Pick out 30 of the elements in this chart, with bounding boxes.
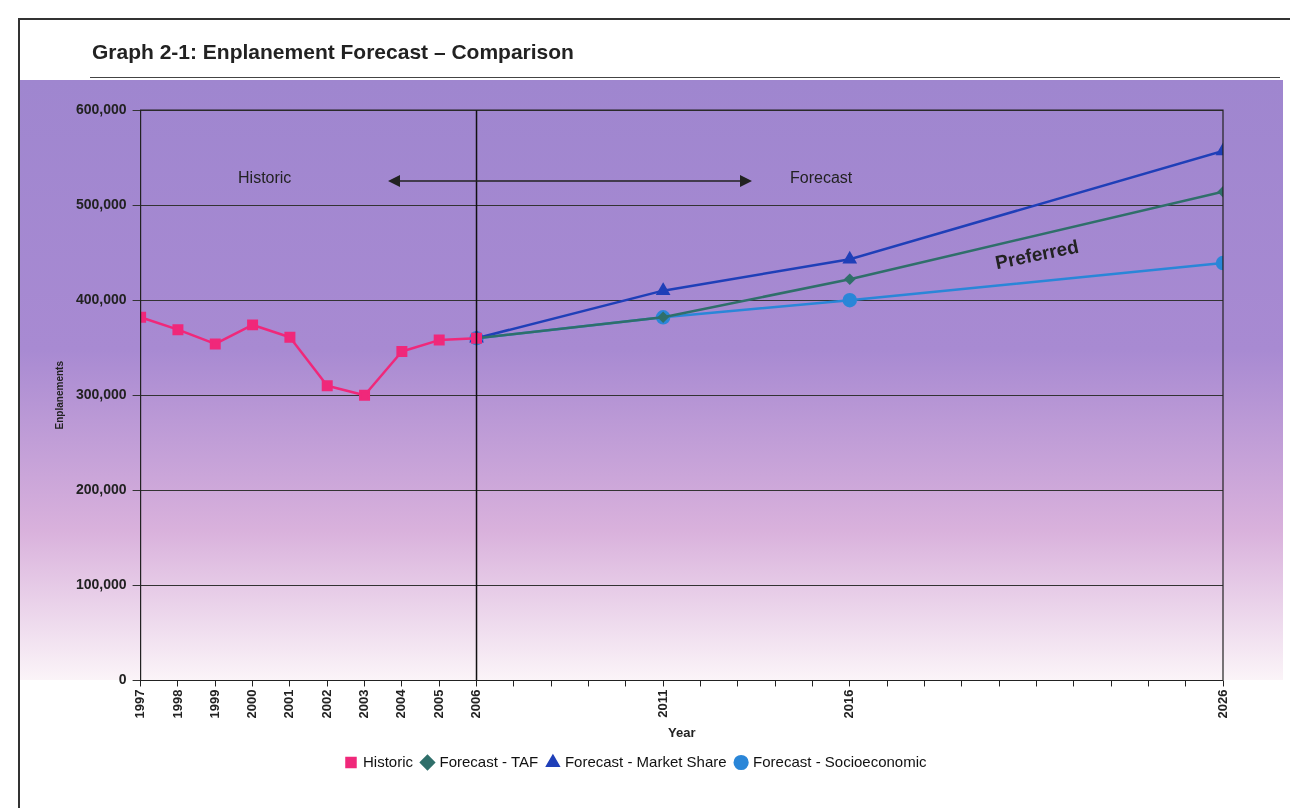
chart-title: Graph 2-1: Enplanement Forecast – Comparison [92, 40, 574, 64]
y-tick-label: 500,000 [76, 195, 127, 212]
annotation: Forecast [790, 168, 853, 186]
x-tick-label: 1997 [132, 689, 148, 719]
x-tick-label: 2003 [356, 689, 372, 719]
x-tick-label: 2002 [318, 689, 334, 719]
legend-label: Forecast - Socioeconomic [753, 752, 928, 770]
x-tick-label: 2004 [393, 688, 409, 719]
x-tick-label: 2001 [281, 689, 297, 719]
x-tick-label: 2005 [430, 689, 446, 719]
y-tick-label: 400,000 [76, 291, 127, 308]
x-tick-label: 1999 [206, 689, 222, 719]
annotation: Preferred [993, 235, 1081, 274]
y-tick-label: 300,000 [76, 386, 127, 403]
legend-label: Historic [362, 752, 414, 770]
x-tick-label: 1998 [169, 689, 185, 719]
x-tick-label: 2026 [1214, 689, 1230, 719]
y-tick-label: 0 [118, 671, 127, 688]
x-axis-title: Year [668, 724, 696, 740]
annotation: Historic [238, 168, 292, 186]
legend-label: Forecast - TAF [439, 752, 539, 770]
legend-label: Forecast - Market Share [564, 752, 727, 770]
y-tick-label: 100,000 [76, 576, 127, 593]
y-axis-title: Enplanements [53, 360, 65, 430]
y-tick-label: 200,000 [76, 481, 127, 498]
x-tick-label: 2016 [841, 689, 857, 719]
y-tick-label: 600,000 [76, 100, 127, 117]
x-tick-label: 2006 [468, 689, 484, 719]
x-tick-label: 2000 [244, 689, 260, 719]
x-tick-label: 2011 [654, 689, 670, 718]
